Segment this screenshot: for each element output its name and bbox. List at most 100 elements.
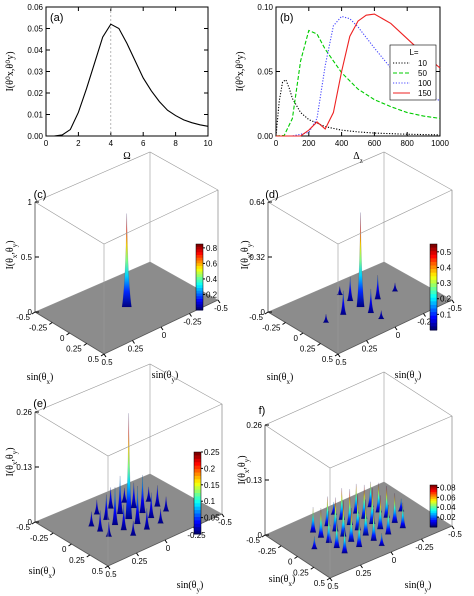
surface-peak xyxy=(317,508,325,538)
x-axis-label: Ω xyxy=(123,151,130,162)
colorbar-frame xyxy=(429,243,438,331)
y-tick xyxy=(107,565,111,570)
chart-b: 0 200 400 600 800 1000 0.00 0.05 0.10 (b) Δz I(θ⁰x,… xyxy=(235,3,449,165)
colorbar-segment xyxy=(196,263,203,267)
surface-peak xyxy=(391,493,398,524)
colorbar-segment xyxy=(430,251,437,256)
colorbar-segment xyxy=(430,492,437,495)
colorbar-segment xyxy=(430,294,437,299)
colorbar-segment xyxy=(430,521,437,524)
y-tick-label: 0 xyxy=(392,556,397,565)
y-tick-label: 0 xyxy=(166,544,171,553)
x-tick xyxy=(326,577,331,581)
y-tick xyxy=(217,299,221,304)
y-tick-label: 0.25 xyxy=(362,345,378,354)
z-tick-label: 0.64 xyxy=(249,198,265,207)
x-tick xyxy=(66,332,70,336)
x-tick-label: 200 xyxy=(302,139,316,148)
series-line-150 xyxy=(276,13,441,137)
surface-peak xyxy=(129,520,137,536)
surface-peak xyxy=(157,508,164,524)
box-front-top xyxy=(267,189,453,245)
surface-peak xyxy=(399,502,407,529)
y-tick xyxy=(366,340,369,344)
chart-a: 0 2 4 6 8 10 0.00 0.01 0.02 0.03 0.04 0.05 0.06 (a) Ω I… xyxy=(5,3,213,162)
surface-peak xyxy=(147,492,155,519)
y-axis-label: I(θ⁰x,θ⁰y) xyxy=(235,51,246,91)
colorbar-segment xyxy=(194,510,201,514)
x-tick-label: 10 xyxy=(204,139,213,148)
y-tick-label: 0.02 xyxy=(27,89,43,98)
surface-peak xyxy=(130,482,138,509)
panel-label: (a) xyxy=(50,12,63,24)
colorbar-segment xyxy=(430,287,437,292)
colorbar-segment xyxy=(430,523,437,526)
z-tick-label: 0.13 xyxy=(246,476,262,485)
surface-peak xyxy=(162,496,170,512)
x-tick-label: 0 xyxy=(288,558,293,567)
colorbar-segment xyxy=(430,322,437,327)
plot-frame xyxy=(45,6,209,137)
box-front-top xyxy=(264,415,453,469)
legend-box xyxy=(389,44,437,101)
colorbar-segment xyxy=(196,296,203,300)
y-axis-label: sin(θy) xyxy=(152,370,179,384)
y-tick xyxy=(164,539,168,544)
y-tick-label: 0 xyxy=(162,331,167,340)
surface-peak xyxy=(311,536,318,550)
surface-peak xyxy=(116,475,124,515)
colorbar-tick-label: 0.1 xyxy=(440,310,452,319)
colorbar-segment xyxy=(430,513,437,516)
panel-label: (c) xyxy=(34,189,47,201)
colorbar-segment xyxy=(194,503,201,508)
colorbar-segment xyxy=(430,283,437,288)
surface-peak xyxy=(340,290,347,315)
colorbar-segment xyxy=(194,482,201,487)
y-tick-label: 0.5 xyxy=(105,570,117,579)
colorbar: 0.5 0.4 0.3 0.2 0.1 xyxy=(429,243,452,331)
x-tick-label: 2 xyxy=(76,139,81,148)
colorbar-segment xyxy=(430,247,437,252)
colorbar: 0.8 0.6 0.4 0.2 xyxy=(195,243,218,311)
surface-peak xyxy=(134,485,141,525)
panel-label: (b) xyxy=(280,12,293,24)
x-tick xyxy=(68,543,72,547)
colorbar-segment xyxy=(430,272,437,277)
surface-peak xyxy=(367,288,375,314)
z-tick-label: 0.26 xyxy=(16,408,32,417)
y-axis-label: sin(θy) xyxy=(405,580,432,594)
colorbar-segment xyxy=(194,496,201,501)
surface-peak xyxy=(377,310,385,320)
y-tick-label: -0.25 xyxy=(415,543,434,552)
x-axis-label: sin(θx) xyxy=(267,372,294,386)
x-tick xyxy=(317,343,321,346)
colorbar-segment xyxy=(430,244,437,249)
surface-peak xyxy=(346,276,354,302)
colorbar-tick-label: 0.02 xyxy=(440,513,456,522)
colorbar-segment xyxy=(194,523,201,528)
colorbar-tick-label: 0.15 xyxy=(204,481,220,490)
colorbar-segment xyxy=(430,490,437,493)
series-line-0 xyxy=(54,23,209,137)
x-tick-label: 0.25 xyxy=(293,568,309,577)
panel-label: (e) xyxy=(33,398,46,410)
y-tick-label: 0.01 xyxy=(27,111,43,120)
colorbar-segment xyxy=(194,465,201,470)
y-tick-label: -0.25 xyxy=(187,531,206,540)
series-line-50 xyxy=(275,29,441,137)
colorbar-tick-label: 0.3 xyxy=(440,279,452,288)
colorbar-segment xyxy=(196,299,203,303)
surface-peak xyxy=(325,511,333,543)
x-axis-label: sin(θx) xyxy=(27,372,54,386)
colorbar-frame xyxy=(195,243,204,311)
x-tick-label: 6 xyxy=(141,139,146,148)
colorbar-segment xyxy=(194,506,201,511)
colorbar-segment xyxy=(194,489,201,494)
y-axis-label: sin(θy) xyxy=(395,370,422,384)
y-tick xyxy=(421,538,424,543)
surface-peak xyxy=(96,510,104,532)
x-tick xyxy=(83,343,88,346)
